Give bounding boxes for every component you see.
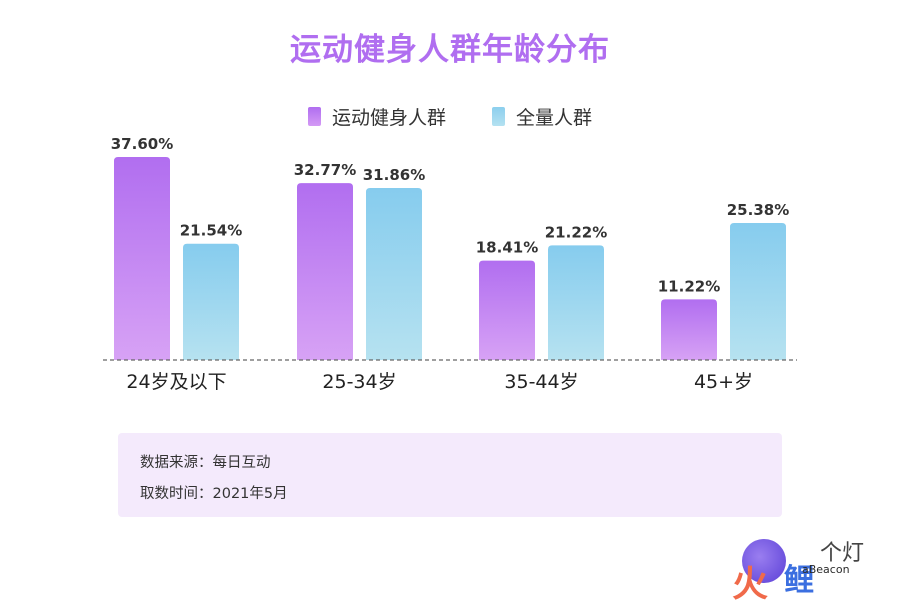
legend-item-fitness: 运动健身人群 bbox=[307, 103, 446, 130]
logo-top-text: 个灯 bbox=[820, 541, 865, 566]
bar-fitness-2 bbox=[479, 260, 535, 360]
legend-item-all: 全量人群 bbox=[492, 103, 592, 130]
category-label-3: 45+岁 bbox=[694, 371, 753, 393]
logo-mascot-icon bbox=[742, 539, 786, 583]
chart-title: 运动健身人群年龄分布 bbox=[290, 32, 610, 68]
legend-label-all: 全量人群 bbox=[516, 107, 593, 129]
value-label-fitness-0: 37.60% bbox=[111, 135, 173, 153]
bar-all-2 bbox=[548, 245, 604, 360]
legend: 运动健身人群 全量人群 bbox=[0, 103, 900, 130]
category-label-2: 35-44岁 bbox=[504, 371, 578, 393]
bar-all-3 bbox=[730, 222, 786, 360]
value-label-all-1: 31.86% bbox=[363, 166, 425, 184]
logo-fire-text: 火 bbox=[732, 564, 769, 605]
bar-fitness-1 bbox=[297, 183, 353, 360]
value-label-fitness-1: 32.77% bbox=[294, 161, 356, 179]
bar-all-1 bbox=[366, 187, 422, 360]
value-label-fitness-3: 11.22% bbox=[658, 277, 720, 295]
source-line: 数据来源：每日互动 bbox=[140, 455, 271, 471]
legend-swatch-all bbox=[492, 107, 505, 126]
value-label-all-3: 25.38% bbox=[727, 201, 789, 219]
value-label-all-0: 21.54% bbox=[180, 222, 242, 240]
brand-logo: 火 鲤 个灯 aBeacon bbox=[732, 535, 892, 605]
source-box: 数据来源：每日互动 取数时间：2021年5月 bbox=[118, 433, 782, 517]
legend-label-fitness: 运动健身人群 bbox=[331, 107, 446, 129]
legend-swatch-fitness bbox=[307, 107, 321, 126]
logo-small-text: aBeacon bbox=[802, 563, 850, 576]
value-label-all-2: 21.22% bbox=[545, 223, 607, 241]
bar-fitness-3 bbox=[661, 299, 717, 360]
value-label-fitness-2: 18.41% bbox=[476, 239, 538, 257]
category-label-1: 25-34岁 bbox=[322, 371, 396, 393]
logo-main-text: 鲤 bbox=[784, 563, 814, 598]
date-line: 取数时间：2021年5月 bbox=[140, 486, 288, 502]
category-label-0: 24岁及以下 bbox=[126, 371, 226, 393]
bar-fitness-0 bbox=[114, 157, 170, 360]
bar-all-0 bbox=[183, 243, 239, 360]
